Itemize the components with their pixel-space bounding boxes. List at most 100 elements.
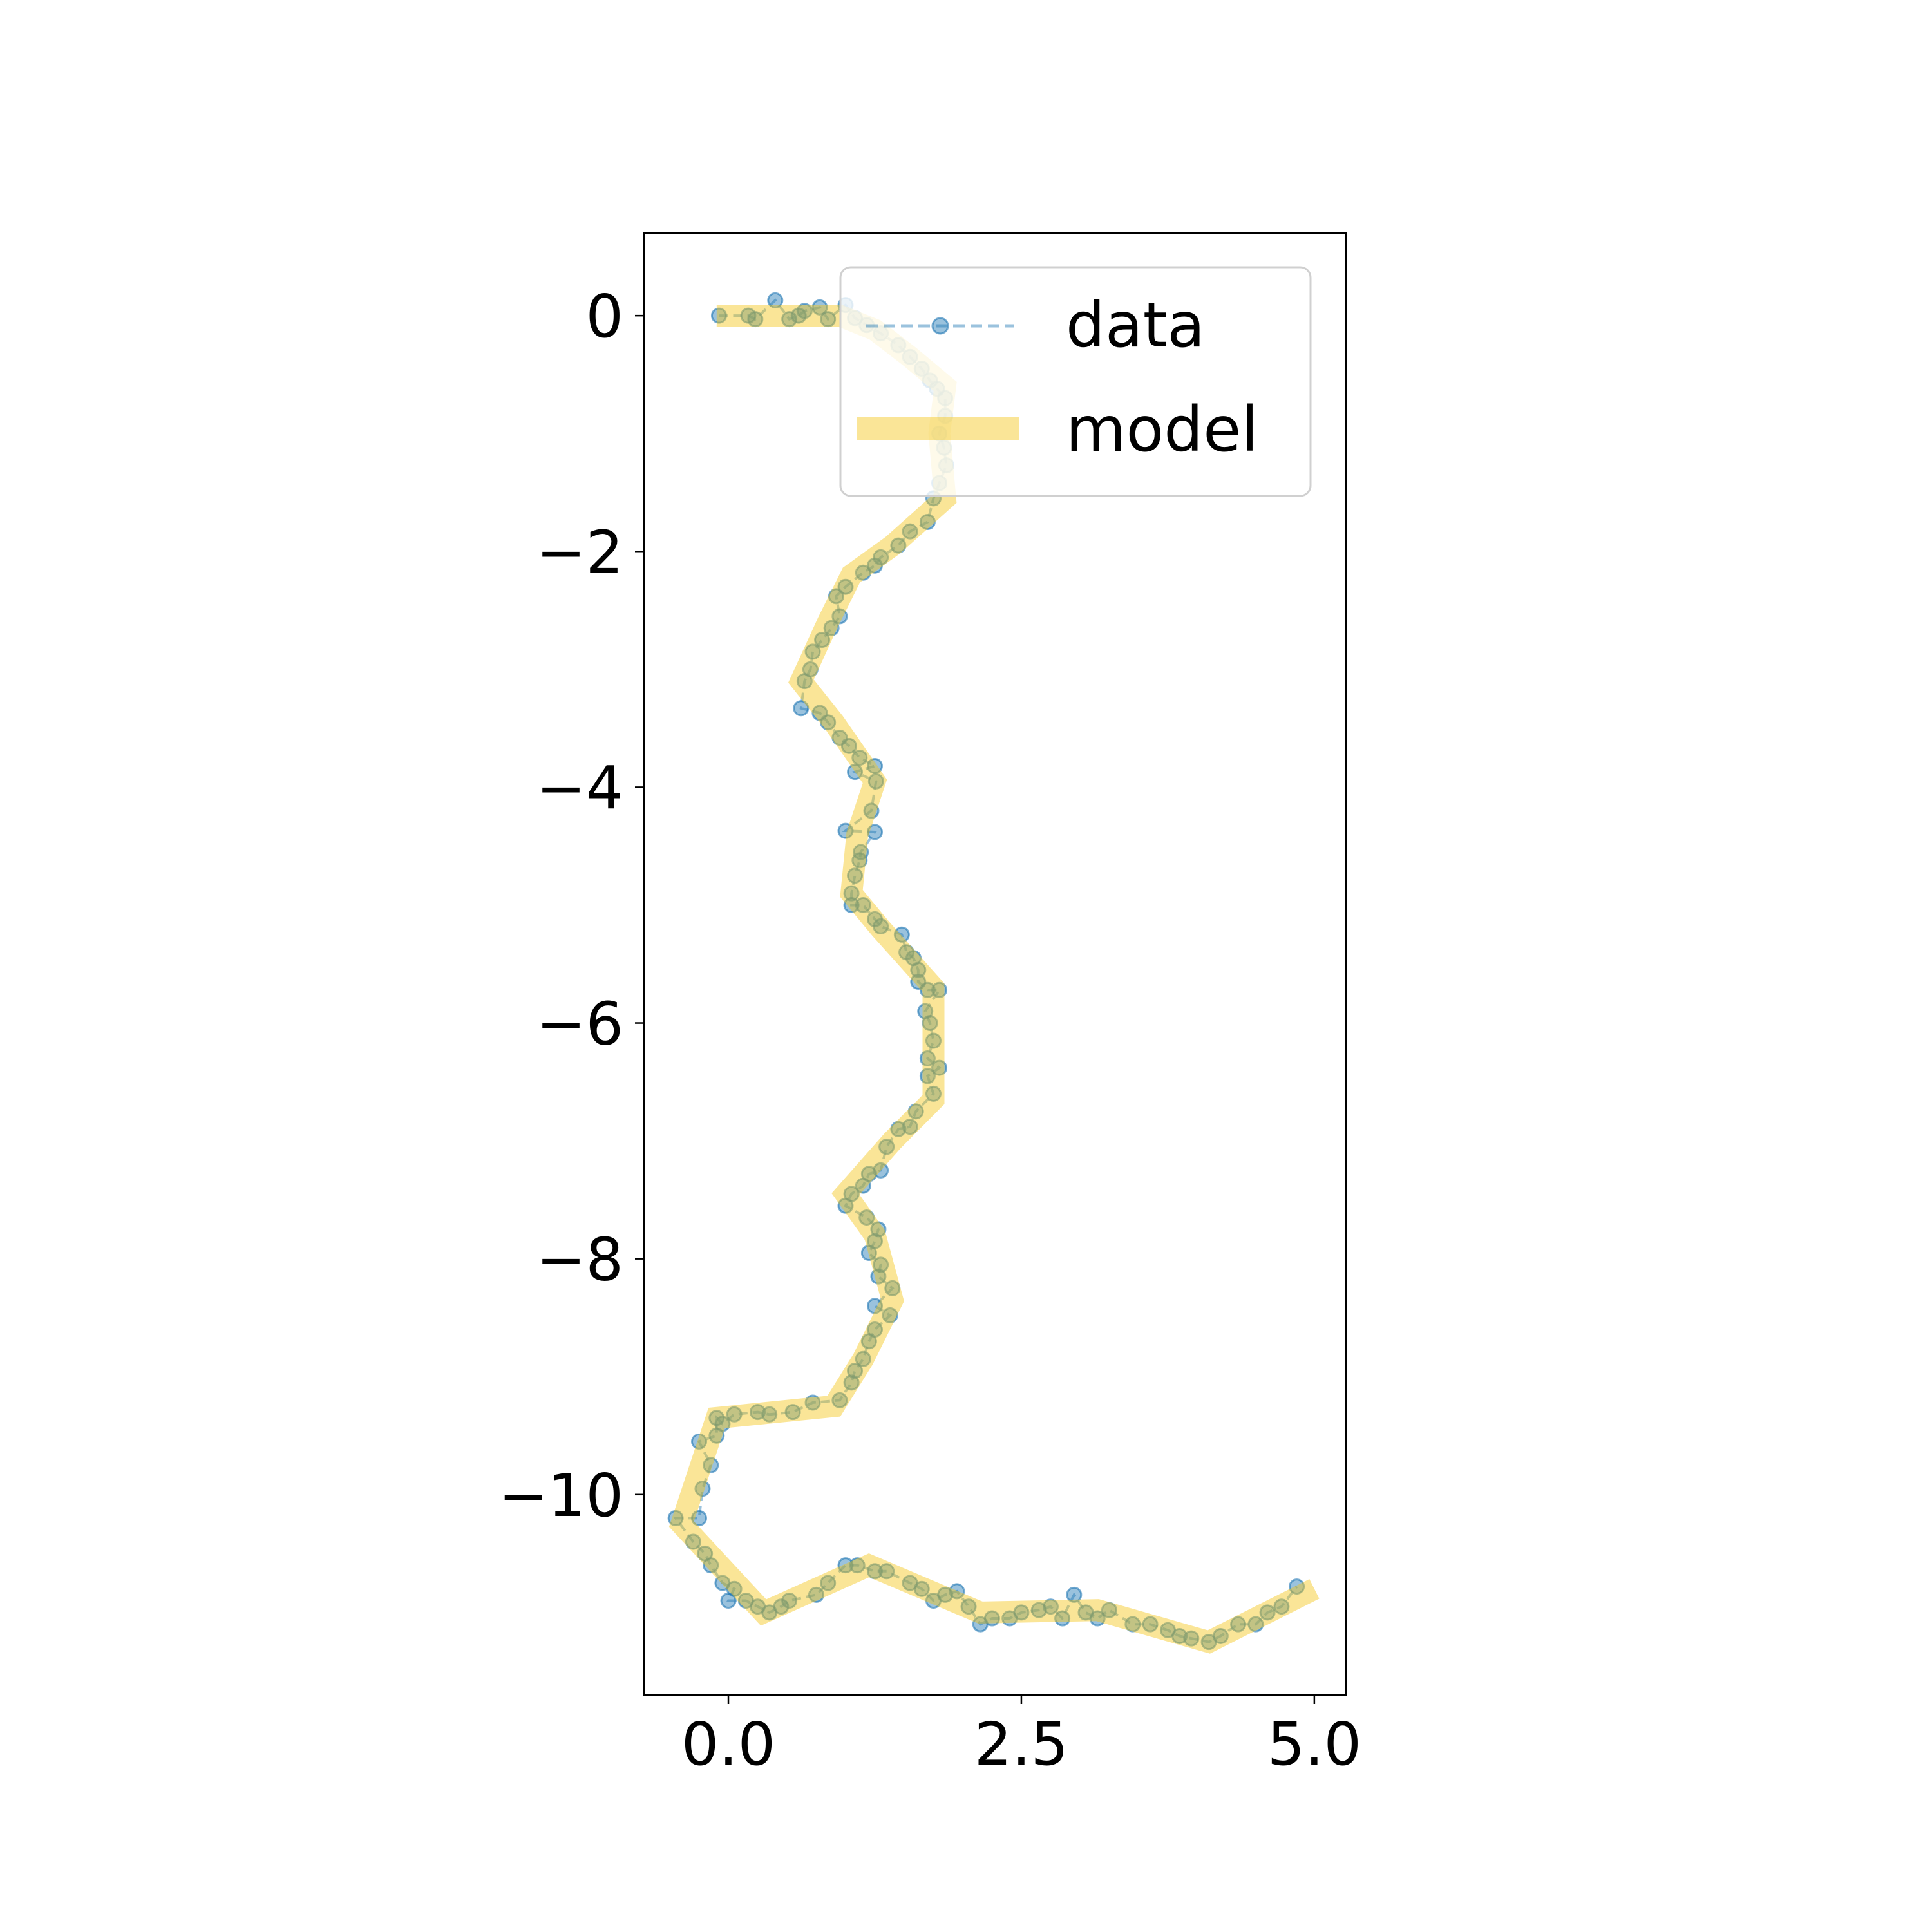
- data-point: [804, 643, 821, 660]
- data-point: [837, 822, 854, 839]
- data-point: [1171, 1627, 1188, 1644]
- data-point: [808, 1586, 824, 1603]
- data-point: [884, 1280, 901, 1296]
- data-point: [767, 292, 784, 308]
- data-point: [847, 764, 864, 781]
- data-point: [866, 1298, 883, 1314]
- data-point: [726, 1406, 743, 1423]
- data-point: [1183, 1630, 1200, 1647]
- data-point: [691, 1433, 708, 1450]
- data-point: [858, 1209, 875, 1226]
- data-point: [922, 1015, 938, 1032]
- x-tick-label: 2.5: [974, 1710, 1068, 1779]
- data-point: [873, 549, 889, 565]
- data-point: [937, 1586, 954, 1603]
- data-point: [919, 1068, 936, 1084]
- data-point: [796, 303, 813, 319]
- data-point: [1142, 1616, 1159, 1633]
- data-point: [1066, 1586, 1083, 1603]
- data-point: [1054, 1610, 1071, 1627]
- legend-box: [839, 266, 1312, 497]
- data-point: [1089, 1610, 1106, 1627]
- data-point: [823, 620, 840, 636]
- data-point: [878, 1139, 895, 1155]
- data-point: [843, 896, 860, 913]
- data-point: [843, 1374, 860, 1391]
- data-point: [866, 757, 883, 774]
- data-point: [691, 1510, 708, 1526]
- data-point: [1124, 1616, 1141, 1633]
- data-point: [1101, 1602, 1117, 1618]
- data-point: [685, 1533, 701, 1550]
- data-point: [720, 1593, 737, 1609]
- data-point: [837, 578, 854, 595]
- data-point: [694, 1481, 711, 1497]
- y-tick-label: −2: [536, 518, 623, 587]
- data-point: [761, 1406, 778, 1423]
- data-point: [1230, 1616, 1247, 1633]
- data-point: [870, 1268, 887, 1285]
- data-point: [814, 632, 831, 649]
- data-point: [960, 1598, 977, 1615]
- data-point: [863, 802, 880, 819]
- data-point: [902, 1119, 918, 1135]
- data-point: [820, 1575, 837, 1591]
- data-point: [931, 981, 948, 998]
- data-point: [925, 1085, 942, 1102]
- data-point: [1289, 1578, 1305, 1595]
- model-series-line: [668, 305, 1320, 1654]
- x-tick-label: 0.0: [681, 1710, 775, 1779]
- data-point: [851, 750, 868, 766]
- data-point: [820, 311, 837, 328]
- data-point: [860, 1245, 877, 1262]
- data-point: [837, 1557, 854, 1574]
- legend-data-marker: [931, 317, 949, 335]
- data-point: [831, 1392, 848, 1408]
- data-point: [773, 1598, 790, 1615]
- data-point: [1212, 1627, 1229, 1644]
- data-point: [781, 311, 798, 328]
- data-point: [820, 714, 837, 731]
- data-point: [828, 588, 844, 605]
- data-point: [840, 737, 857, 754]
- data-point: [949, 1583, 965, 1600]
- data-point: [873, 1256, 889, 1273]
- legend-label-data: data: [1066, 289, 1205, 361]
- data-point: [1042, 1598, 1059, 1615]
- data-point: [855, 564, 871, 581]
- data-point: [804, 1394, 821, 1411]
- data-point: [983, 1610, 1000, 1627]
- data-point: [931, 1059, 948, 1076]
- data-point: [1013, 1604, 1030, 1621]
- data-point: [703, 1457, 719, 1473]
- data-point: [913, 1580, 930, 1597]
- data-point: [860, 1333, 877, 1350]
- data-point: [873, 1162, 889, 1179]
- y-tick-label: 0: [585, 282, 623, 351]
- legend-label-model: model: [1066, 393, 1258, 466]
- data-point: [747, 311, 764, 328]
- data-point: [878, 1563, 895, 1580]
- data-point: [882, 1307, 898, 1324]
- y-tick-label: −10: [498, 1461, 623, 1530]
- data-point: [847, 1363, 864, 1379]
- data-point: [750, 1404, 766, 1421]
- data-point: [870, 1221, 887, 1238]
- data-point: [919, 981, 936, 998]
- data-point: [708, 1427, 725, 1444]
- data-point: [907, 1103, 924, 1120]
- plot-frame: [643, 232, 1347, 1696]
- data-point: [843, 885, 860, 902]
- data-point: [847, 867, 864, 884]
- data-point: [855, 896, 871, 913]
- data-point: [1247, 1616, 1264, 1633]
- x-tick-label: 5.0: [1267, 1710, 1361, 1779]
- data-point: [867, 773, 884, 790]
- data-point: [910, 961, 927, 978]
- legend: data model: [839, 266, 1312, 497]
- data-point: [710, 307, 727, 324]
- data-point: [781, 1593, 798, 1609]
- y-tick-label: −4: [536, 753, 623, 822]
- data-point: [919, 1050, 936, 1066]
- data-series-line: [673, 298, 1298, 1643]
